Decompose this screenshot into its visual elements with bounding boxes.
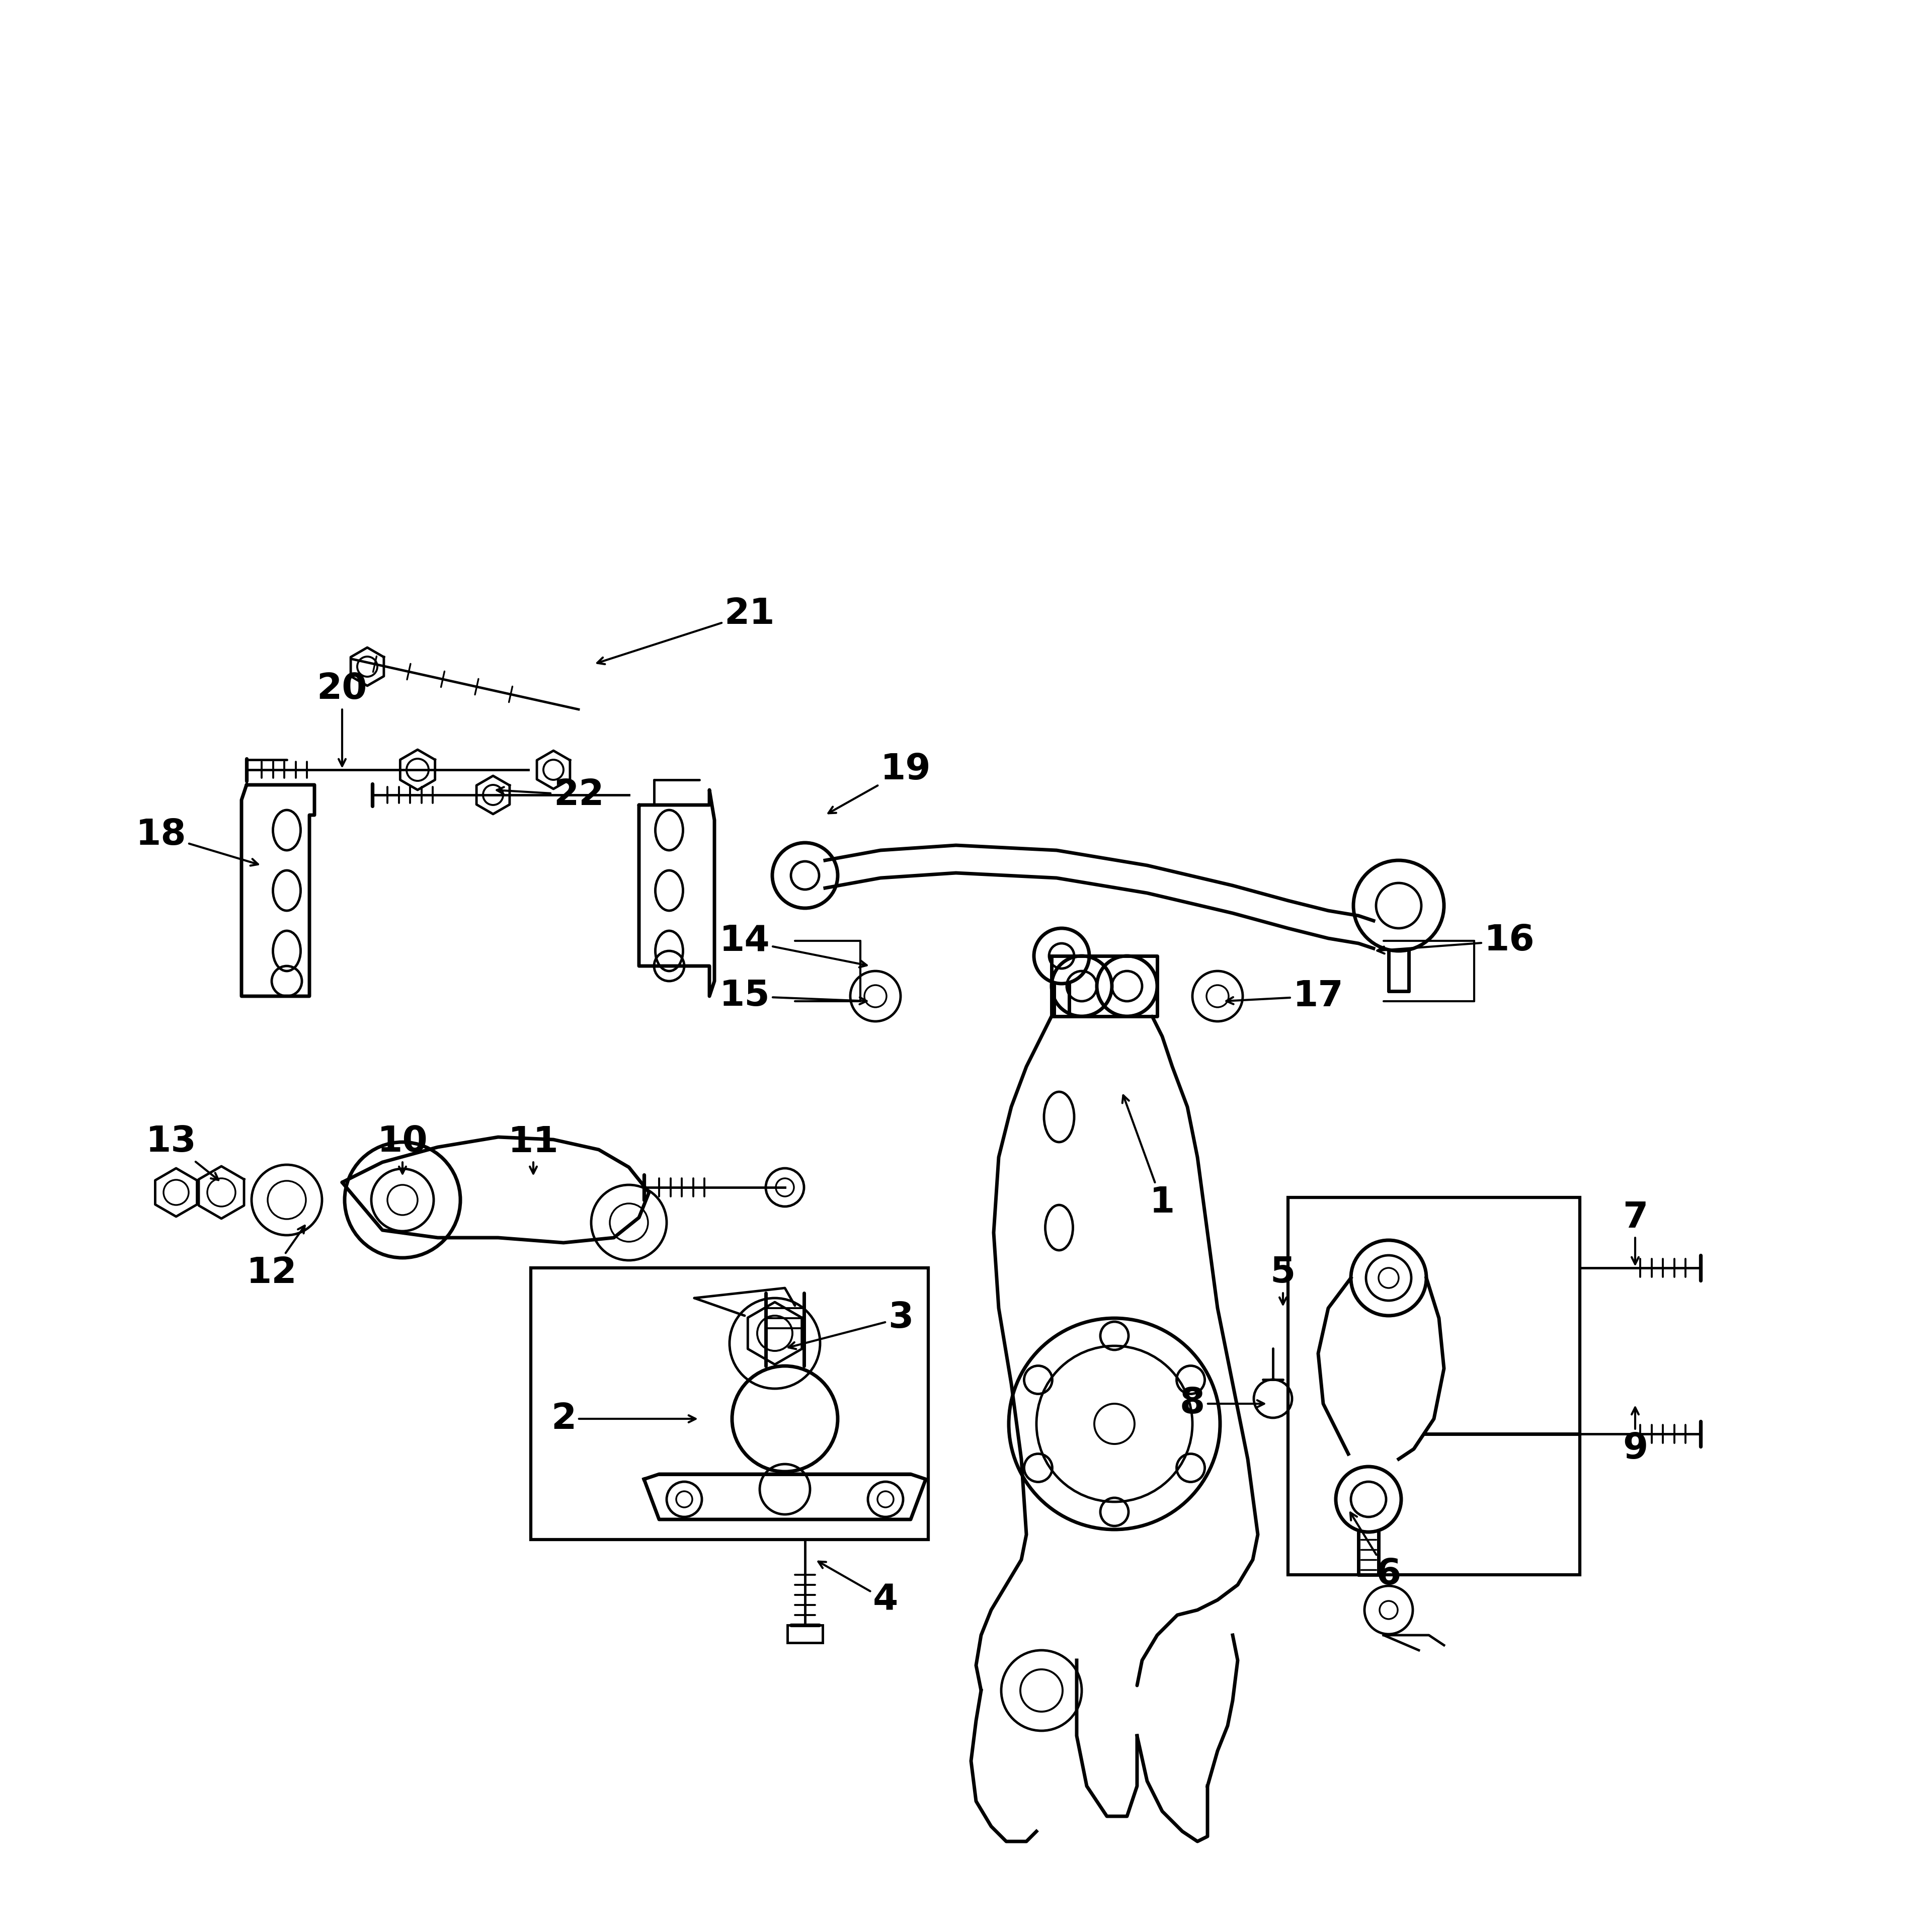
Text: 17: 17 [1227, 980, 1343, 1014]
Bar [788, 1625, 823, 1642]
Text: 3: 3 [788, 1300, 914, 1349]
Text: 2: 2 [551, 1401, 696, 1435]
Bar [1289, 1198, 1580, 1575]
Text: 4: 4 [819, 1561, 898, 1617]
Text: 18: 18 [135, 817, 259, 866]
Text: 7: 7 [1623, 1200, 1648, 1264]
Text: 15: 15 [719, 980, 867, 1014]
Text: 13: 13 [145, 1124, 218, 1180]
Text: 1: 1 [1122, 1095, 1175, 1219]
Text: 8: 8 [1180, 1387, 1264, 1422]
Text: 5: 5 [1271, 1256, 1296, 1304]
Text: 14: 14 [719, 923, 867, 968]
Text: 22: 22 [497, 777, 605, 811]
Text: 16: 16 [1378, 923, 1534, 958]
Text: 9: 9 [1623, 1406, 1648, 1466]
Text: 11: 11 [508, 1124, 558, 1173]
Text: 6: 6 [1350, 1513, 1401, 1592]
Text: 12: 12 [247, 1225, 305, 1291]
Text: 21: 21 [597, 597, 775, 665]
Bar [531, 1267, 927, 1540]
Text: 19: 19 [829, 752, 931, 813]
Text: 10: 10 [377, 1124, 427, 1173]
Text: 20: 20 [317, 672, 367, 767]
